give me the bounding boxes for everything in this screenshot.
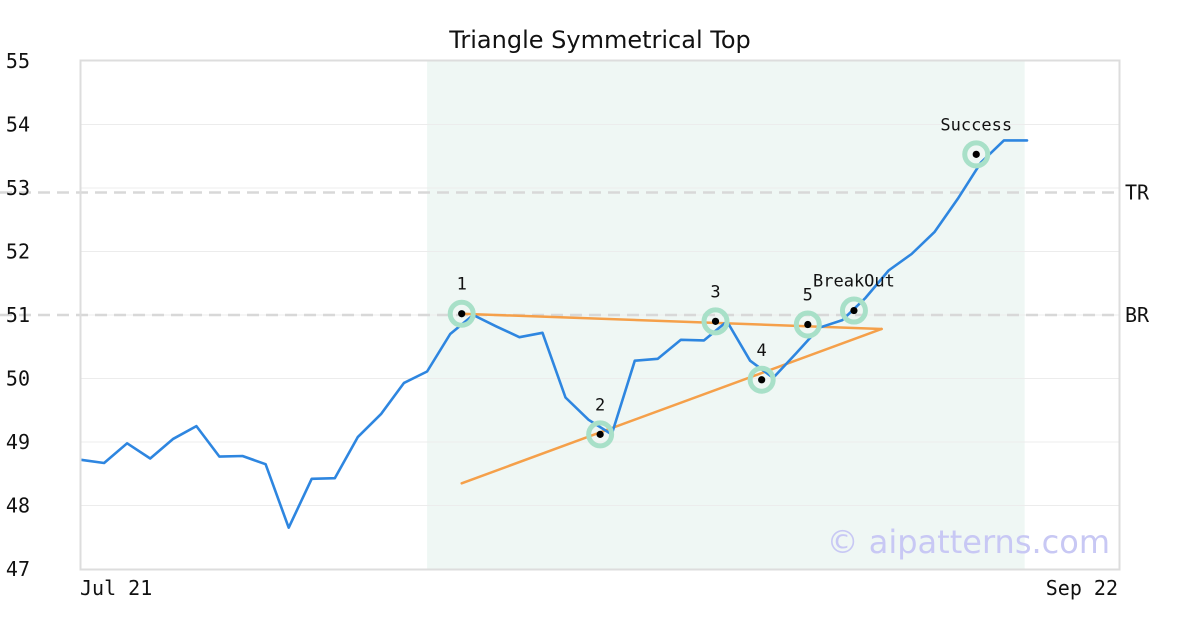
y-tick-label-51: 51 (6, 303, 30, 327)
grid-layer (81, 124, 1119, 506)
level-label-br: BR (1125, 303, 1150, 327)
watermark: © aipatterns.com (827, 523, 1110, 561)
price-series-layer (79, 139, 1029, 529)
marker-ring-1 (447, 299, 476, 328)
marker-label-5: 5 (803, 286, 813, 306)
price-line-1 (79, 139, 1029, 529)
marker-ring-3 (701, 307, 730, 336)
marker-dot-4 (758, 376, 766, 384)
marker-label-3: 3 (710, 282, 720, 302)
trendlines-layer (460, 312, 883, 485)
marker-ring-breakout (839, 296, 868, 325)
marker-ring-success (962, 140, 991, 169)
marker-dot-1 (458, 310, 466, 318)
marker-dot-success (972, 150, 980, 158)
level-lines-layer: TR BR (0, 180, 1150, 327)
level-label-tr: TR (1125, 180, 1150, 204)
marker-dot-breakout (850, 306, 858, 315)
marker-ring-4 (747, 365, 776, 394)
y-tick-label-52: 52 (6, 240, 30, 264)
marker-ring-5 (793, 310, 822, 339)
trendline-1 (460, 312, 883, 331)
marker-label-2: 2 (595, 395, 605, 415)
y-tick-label-50: 50 (6, 367, 30, 391)
marker-dot-5 (804, 320, 812, 329)
y-tick-label-53: 53 (6, 176, 30, 200)
marker-label-4: 4 (757, 341, 767, 361)
trendline-2 (460, 327, 883, 485)
y-tick-label-47: 47 (6, 557, 30, 581)
x-end-label: Sep 22 (1046, 576, 1118, 600)
marker-dot-2 (596, 430, 604, 438)
chart-title: Triangle Symmetrical Top (448, 26, 751, 54)
marker-ring-2 (586, 420, 615, 449)
marker-dot-3 (711, 317, 720, 325)
y-tick-label-54: 54 (6, 113, 30, 137)
plot-frame (79, 59, 1121, 571)
y-axis-ticks: 47 48 49 50 51 52 53 54 55 (6, 49, 30, 581)
y-tick-label-55: 55 (6, 49, 30, 73)
marker-label-breakout: BreakOut (813, 272, 895, 292)
marker-label-1: 1 (457, 275, 467, 295)
y-tick-label-49: 49 (6, 430, 30, 454)
y-tick-label-48: 48 (6, 494, 30, 518)
marker-label-success: Success (940, 115, 1012, 135)
x-start-label: Jul 21 (80, 576, 152, 600)
